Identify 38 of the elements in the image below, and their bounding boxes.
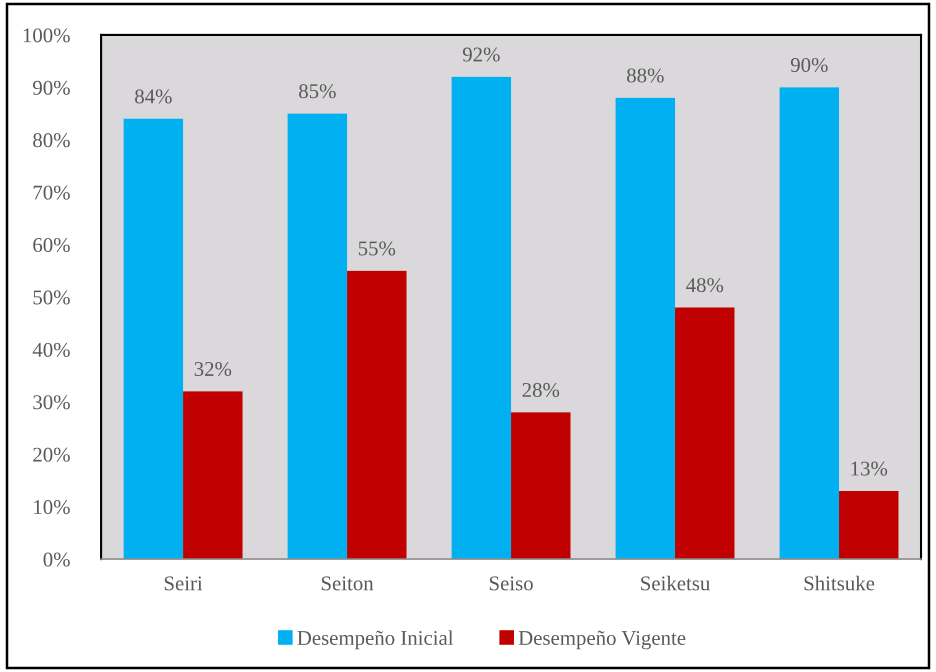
- legend-label: Desempeño Inicial: [297, 630, 454, 650]
- y-tick-label: 80%: [33, 133, 70, 148]
- y-tick-label: 10%: [34, 500, 70, 514]
- data-label: 28%: [522, 382, 560, 398]
- bar: [616, 98, 676, 560]
- data-label: 55%: [358, 241, 396, 256]
- y-tick-label: 50%: [34, 290, 70, 305]
- y-tick-label: 20%: [33, 448, 70, 462]
- bar: [511, 412, 570, 560]
- y-tick-label: 40%: [32, 342, 70, 357]
- bar: [839, 490, 898, 560]
- x-tick-label: Shitsuke: [804, 576, 874, 590]
- y-tick-label: 60%: [33, 238, 70, 252]
- legend-label: Desempeño Vigente: [518, 630, 686, 650]
- x-tick-label: Seiton: [322, 576, 374, 590]
- bar: [452, 76, 512, 560]
- x-tick-label: Seiketsu: [641, 576, 710, 590]
- y-tick-label: 0%: [44, 552, 70, 567]
- data-label: 90%: [790, 58, 828, 72]
- bar: [675, 308, 734, 560]
- y-tick-label: 90%: [33, 80, 70, 95]
- x-tick-label: Seiri: [164, 576, 202, 590]
- data-label: 88%: [627, 68, 664, 83]
- data-label: 85%: [299, 84, 336, 98]
- x-tick-label: Seiso: [490, 576, 533, 590]
- bar: [288, 114, 348, 560]
- bar: [347, 270, 407, 560]
- y-tick-label: 100%: [24, 28, 70, 42]
- data-label: 48%: [686, 278, 724, 292]
- data-label: 84%: [135, 89, 172, 104]
- data-label: 32%: [194, 362, 232, 376]
- data-label: 13%: [851, 462, 888, 476]
- bar: [124, 118, 184, 560]
- y-tick-label: 30%: [33, 395, 70, 410]
- data-label: 92%: [462, 47, 500, 62]
- bar: [780, 87, 840, 560]
- y-tick-label: 70%: [34, 186, 70, 200]
- bar: [183, 391, 243, 560]
